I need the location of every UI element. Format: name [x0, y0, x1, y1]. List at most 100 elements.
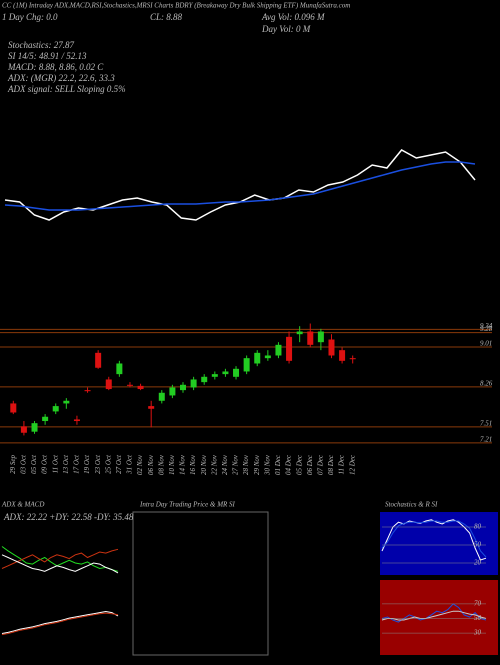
indicator-line	[1, 554, 119, 574]
y-tick-label: 9.28	[480, 325, 493, 333]
y-tick-label: 80	[474, 523, 482, 531]
candle-body	[201, 376, 208, 383]
x-tick-label: 25 Oct	[104, 454, 112, 474]
rsi-bg	[380, 580, 498, 655]
y-tick-label: 9.34	[480, 322, 493, 330]
x-tick-label: 16 Nov	[189, 454, 197, 475]
candle-body	[349, 358, 356, 360]
indicator-line	[381, 520, 487, 558]
candle-body	[10, 403, 17, 413]
candle-body	[126, 384, 133, 386]
candle-body	[254, 352, 261, 364]
x-tick-label: 29 Sep	[9, 455, 17, 474]
stoch-title: Stochastics & R SI	[385, 501, 438, 509]
x-tick-label: 05 Oct	[30, 454, 38, 474]
candle-body	[233, 368, 240, 377]
day-change: 1 Day Chg: 0.0	[2, 12, 58, 22]
x-tick-label: 01 Dec	[274, 454, 282, 475]
x-tick-label: 08 Dec	[327, 454, 335, 475]
candle-body	[180, 384, 186, 391]
y-tick-label: 50	[474, 614, 482, 622]
candle-body	[42, 416, 49, 422]
x-tick-label: 20 Nov	[200, 454, 208, 475]
candle-body	[84, 390, 91, 392]
y-tick-label: 7.51	[480, 419, 492, 427]
avg-vol: Avg Vol: 0.096 M	[261, 12, 325, 22]
x-tick-label: 30 Nov	[263, 454, 271, 476]
y-tick-label: 30	[473, 629, 482, 637]
stat: MACD: 8.88, 8.86, 0.02 C	[7, 62, 104, 72]
candle-body	[190, 379, 197, 388]
indicator-line	[381, 610, 487, 621]
candle-body	[52, 406, 59, 412]
x-tick-label: 19 Oct	[83, 454, 91, 474]
x-tick-label: 11 Dec	[338, 454, 346, 474]
candle-body	[116, 363, 123, 375]
candle-body	[73, 419, 80, 422]
candle-body	[20, 426, 27, 433]
indicator-line	[381, 603, 487, 623]
title: CC (1M) Intraday ADX,MACD,RSI,Stochastic…	[2, 2, 350, 10]
y-tick-label: 20	[474, 559, 482, 567]
close: CL: 8.88	[150, 12, 183, 22]
x-tick-label: 07 Dec	[316, 454, 324, 475]
x-tick-label: 27 Oct	[115, 454, 123, 474]
x-tick-label: 27 Nov	[232, 454, 240, 475]
x-tick-label: 06 Nov	[147, 454, 155, 475]
candle-body	[105, 379, 112, 390]
x-tick-label: 14 Nov	[179, 454, 187, 475]
x-tick-label: 02 Nov	[136, 454, 144, 475]
indicator-line	[1, 548, 119, 569]
candle-body	[275, 344, 282, 356]
intraday-box	[132, 511, 269, 656]
y-tick-label: 70	[474, 600, 482, 608]
adx-title: ADX & MACD	[1, 501, 44, 509]
x-tick-label: 23 Oct	[94, 454, 102, 474]
x-tick-label: 28 Nov	[242, 454, 250, 475]
x-tick-label: 31 Oct	[126, 454, 134, 475]
x-tick-label: 10 Nov	[168, 454, 176, 475]
x-tick-label: 04 Dec	[285, 454, 293, 475]
y-tick-label: 8.26	[480, 380, 493, 388]
y-tick-label: 50	[474, 541, 482, 549]
indicator-line	[1, 612, 119, 636]
candle-body	[137, 385, 144, 390]
x-tick-label: 05 Dec	[295, 454, 303, 475]
stat: Stochastics: 27.87	[8, 40, 74, 50]
stat: ADX signal: SELL Sloping 0.5%	[7, 84, 126, 94]
x-tick-label: 24 Nov	[221, 454, 229, 475]
indicator-line	[1, 610, 119, 634]
intraday-title: Intra Day Trading Price & MR SI	[139, 501, 236, 509]
candle-body	[339, 350, 346, 361]
indicator-line	[4, 161, 476, 211]
candle-body	[328, 339, 335, 356]
x-tick-label: 06 Dec	[306, 454, 314, 475]
y-tick-label: 7.21	[480, 435, 492, 443]
x-tick-label: 09 Oct	[41, 454, 49, 474]
x-tick-label: 12 Dec	[348, 454, 356, 475]
candle-body	[169, 387, 176, 396]
candle-body	[307, 331, 314, 345]
candle-body	[31, 423, 38, 432]
x-tick-label: 17 Oct	[73, 454, 81, 474]
candle-body	[243, 358, 250, 372]
x-tick-label: 08 Nov	[157, 454, 165, 475]
x-tick-label: 13 Oct	[62, 454, 70, 474]
candle-body	[222, 371, 229, 375]
day-vol: Day Vol: 0 M	[261, 24, 311, 34]
candle-body	[63, 400, 70, 404]
candle-body	[211, 374, 218, 377]
y-tick-label: 9.01	[480, 340, 492, 348]
stat: ADX: (MGR) 22.2, 22.6, 33.3	[7, 73, 115, 83]
indicator-line	[1, 546, 119, 572]
candle-body	[286, 336, 293, 361]
candle-body	[317, 331, 324, 343]
candle-body	[296, 331, 303, 335]
candle-body	[264, 355, 271, 359]
adx-label: ADX: 22.22 +DY: 22.58 -DY: 35.48	[3, 512, 134, 522]
x-tick-label: 22 Nov	[210, 454, 218, 475]
candle-body	[158, 392, 165, 401]
x-tick-label: 11 Oct	[51, 454, 59, 473]
x-tick-label: 29 Nov	[253, 454, 261, 475]
